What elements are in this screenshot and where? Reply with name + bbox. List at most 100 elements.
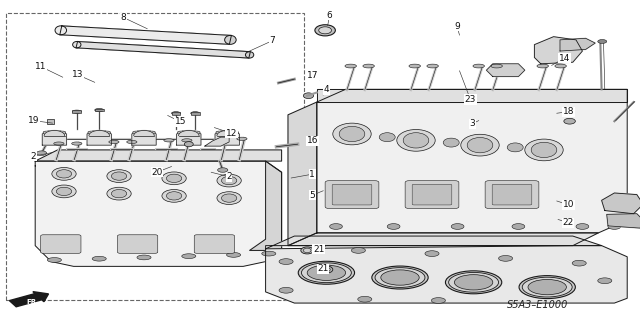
Ellipse shape (184, 142, 193, 147)
Polygon shape (132, 131, 156, 145)
Ellipse shape (182, 254, 196, 258)
Polygon shape (317, 89, 627, 102)
Ellipse shape (491, 64, 502, 68)
Text: 10: 10 (563, 200, 574, 209)
Ellipse shape (109, 140, 119, 144)
Text: 23: 23 (465, 95, 476, 104)
Text: 16: 16 (307, 137, 318, 145)
Ellipse shape (454, 275, 493, 290)
Ellipse shape (461, 134, 499, 156)
Ellipse shape (56, 170, 72, 178)
Ellipse shape (319, 27, 332, 34)
Ellipse shape (216, 131, 222, 134)
Ellipse shape (279, 287, 293, 293)
Ellipse shape (221, 194, 237, 202)
Ellipse shape (431, 298, 445, 303)
FancyBboxPatch shape (191, 112, 200, 115)
Ellipse shape (111, 189, 127, 198)
Ellipse shape (227, 253, 241, 257)
Text: 20: 20 (151, 168, 163, 177)
Ellipse shape (166, 192, 182, 200)
Ellipse shape (531, 142, 557, 158)
Ellipse shape (379, 133, 396, 142)
Ellipse shape (330, 224, 342, 229)
Text: 8: 8 (121, 13, 126, 22)
FancyBboxPatch shape (172, 112, 180, 115)
Text: 14: 14 (559, 54, 570, 63)
Ellipse shape (137, 255, 151, 260)
Text: 1: 1 (310, 170, 315, 179)
Ellipse shape (54, 142, 64, 145)
Ellipse shape (88, 131, 94, 134)
Ellipse shape (95, 108, 104, 112)
Ellipse shape (351, 248, 365, 253)
Ellipse shape (363, 64, 374, 68)
Ellipse shape (111, 172, 127, 180)
Ellipse shape (301, 263, 351, 283)
Ellipse shape (218, 168, 228, 172)
Ellipse shape (217, 192, 241, 204)
Ellipse shape (232, 131, 239, 134)
Text: S5A3–E1000: S5A3–E1000 (507, 300, 568, 310)
Polygon shape (288, 233, 598, 246)
Ellipse shape (237, 137, 247, 140)
Text: 21: 21 (313, 245, 324, 254)
Ellipse shape (507, 143, 523, 152)
Ellipse shape (107, 170, 131, 182)
Ellipse shape (409, 64, 420, 68)
Polygon shape (317, 89, 627, 233)
Ellipse shape (43, 131, 49, 134)
Ellipse shape (219, 137, 229, 140)
Text: 4: 4 (324, 85, 329, 94)
Ellipse shape (162, 172, 186, 185)
Text: FR.: FR. (27, 299, 40, 305)
Ellipse shape (572, 260, 586, 266)
Polygon shape (179, 130, 199, 136)
Text: 21: 21 (317, 264, 329, 273)
Text: 22: 22 (563, 218, 574, 227)
Ellipse shape (473, 64, 484, 68)
Ellipse shape (375, 268, 425, 287)
Ellipse shape (467, 137, 493, 153)
Polygon shape (44, 130, 65, 136)
Polygon shape (602, 193, 640, 214)
Ellipse shape (425, 251, 439, 256)
Ellipse shape (358, 296, 372, 302)
Ellipse shape (598, 40, 607, 43)
Ellipse shape (303, 93, 314, 99)
Text: 2: 2 (227, 172, 232, 181)
FancyBboxPatch shape (405, 181, 459, 209)
Text: 15: 15 (175, 117, 186, 126)
Ellipse shape (301, 247, 314, 254)
Ellipse shape (149, 131, 156, 134)
Ellipse shape (162, 189, 186, 202)
Ellipse shape (132, 131, 139, 134)
Polygon shape (76, 41, 250, 58)
Ellipse shape (56, 187, 72, 196)
Ellipse shape (555, 64, 566, 68)
Ellipse shape (387, 224, 400, 229)
Ellipse shape (72, 110, 81, 113)
Bar (6, 13, 304, 300)
Polygon shape (177, 131, 201, 145)
Ellipse shape (333, 123, 371, 145)
Ellipse shape (449, 272, 499, 292)
Ellipse shape (403, 133, 429, 148)
FancyBboxPatch shape (194, 235, 234, 253)
Ellipse shape (177, 131, 184, 134)
Text: 19: 19 (28, 116, 39, 125)
Ellipse shape (164, 139, 174, 142)
Ellipse shape (381, 270, 419, 285)
Polygon shape (215, 131, 239, 145)
Ellipse shape (225, 35, 236, 44)
Polygon shape (89, 130, 109, 136)
FancyBboxPatch shape (325, 181, 379, 209)
Polygon shape (266, 246, 627, 303)
Polygon shape (87, 131, 111, 145)
Ellipse shape (519, 276, 575, 299)
Text: 6: 6 (327, 11, 332, 20)
Ellipse shape (608, 224, 621, 229)
Ellipse shape (372, 266, 428, 289)
Text: 9: 9 (454, 22, 460, 31)
Ellipse shape (537, 64, 548, 68)
